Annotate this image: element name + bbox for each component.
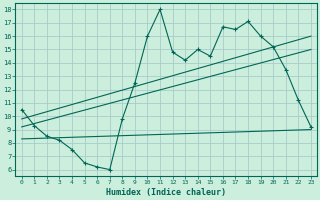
X-axis label: Humidex (Indice chaleur): Humidex (Indice chaleur): [106, 188, 226, 197]
